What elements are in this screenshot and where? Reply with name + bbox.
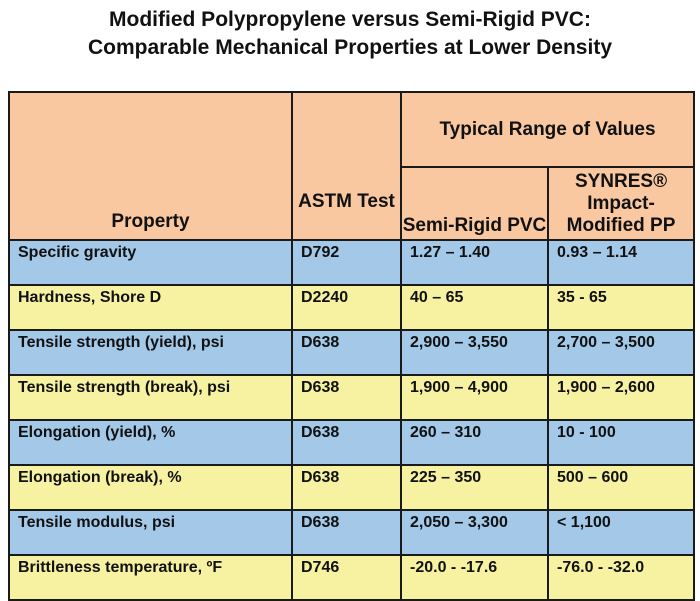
cell-property: Brittleness temperature, ºF: [8, 554, 293, 601]
cell-astm: D638: [291, 464, 402, 511]
cell-astm: D746: [291, 554, 402, 601]
cell-property: Tensile strength (yield), psi: [8, 329, 293, 376]
cell-property: Hardness, Shore D: [8, 284, 293, 331]
header-astm: ASTM Test: [291, 91, 402, 241]
cell-pvc: 2,050 – 3,300: [400, 509, 549, 556]
table-row: Tensile strength (yield), psi D638 2,900 –…: [8, 329, 696, 376]
title-line-1: Modified Polypropylene versus Semi-Rigid…: [109, 8, 591, 31]
cell-pvc: -20.0 - -17.6: [400, 554, 549, 601]
cell-pp: 500 – 600: [546, 464, 696, 511]
cell-astm: D2240: [291, 284, 402, 331]
header-pvc: Semi-Rigid PVC: [400, 166, 549, 241]
cell-pp: 0.93 – 1.14: [546, 239, 696, 286]
cell-pvc: 1,900 – 4,900: [400, 374, 549, 421]
table-row: Brittleness temperature, ºF D746 -20.0 - -…: [8, 554, 696, 601]
cell-property: Elongation (break), %: [8, 464, 293, 511]
table-row: Elongation (break), % D638 225 – 350 500 – …: [8, 464, 696, 511]
cell-pp: 35 - 65: [546, 284, 696, 331]
properties-table: Property ASTM Test Typical Range of Valu…: [8, 91, 696, 601]
header-pp: SYNRES® Impact-Modified PP: [546, 166, 696, 241]
cell-pp: 1,900 – 2,600: [546, 374, 696, 421]
title-line-2: Comparable Mechanical Properties at Lowe…: [88, 36, 612, 59]
cell-pp: < 1,100: [546, 509, 696, 556]
cell-pvc: 1.27 – 1.40: [400, 239, 549, 286]
cell-astm: D638: [291, 374, 402, 421]
table-row: Elongation (yield), % D638 260 – 310 10 - 1…: [8, 419, 696, 466]
cell-astm: D638: [291, 329, 402, 376]
cell-property: Specific gravity: [8, 239, 293, 286]
cell-pp: -76.0 - -32.0: [546, 554, 696, 601]
header-typical-range: Typical Range of Values: [399, 91, 696, 168]
cell-pp: 2,700 – 3,500: [546, 329, 696, 376]
table-row: Specific gravity D792 1.27 – 1.40 0.93 – 1.…: [8, 239, 696, 286]
table-row: Tensile modulus, psi D638 2,050 – 3,300 < 1…: [8, 509, 696, 556]
cell-pp: 10 - 100: [546, 419, 696, 466]
cell-astm: D638: [291, 419, 402, 466]
cell-property: Elongation (yield), %: [8, 419, 293, 466]
cell-astm: D792: [291, 239, 402, 286]
page-title: Modified Polypropylene versus Semi-Rigid…: [0, 6, 700, 62]
cell-pvc: 225 – 350: [400, 464, 549, 511]
cell-pvc: 2,900 – 3,550: [400, 329, 549, 376]
table-row: Tensile strength (break), psi D638 1,900 –…: [8, 374, 696, 421]
table-row: Hardness, Shore D D2240 40 – 65 35 - 65: [8, 284, 696, 331]
cell-pvc: 40 – 65: [400, 284, 549, 331]
cell-property: Tensile strength (break), psi: [8, 374, 293, 421]
cell-astm: D638: [291, 509, 402, 556]
cell-pvc: 260 – 310: [400, 419, 549, 466]
cell-property: Tensile modulus, psi: [8, 509, 293, 556]
header-property: Property: [8, 91, 293, 241]
